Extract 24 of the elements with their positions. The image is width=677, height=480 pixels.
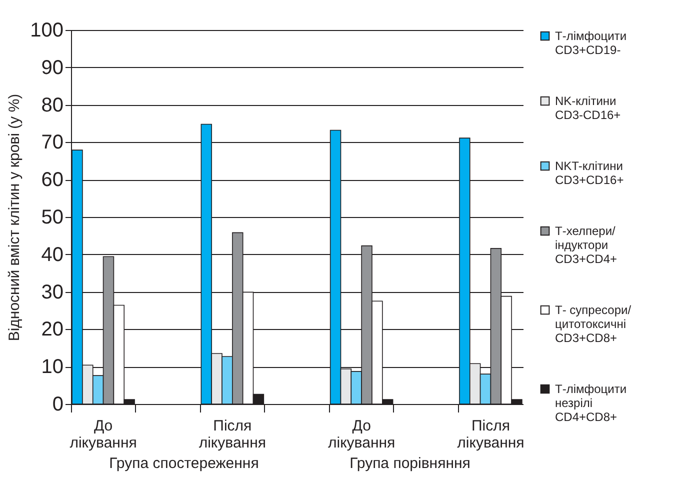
y-tick-label: 30 xyxy=(41,281,64,304)
y-tick-label: 40 xyxy=(41,244,64,266)
text: Група порівняння xyxy=(350,455,470,472)
y-tick-label: 100 xyxy=(30,20,64,42)
y-tick-label: 50 xyxy=(41,206,64,228)
legend-label: Т-лімфоцити CD3+CD19- xyxy=(555,29,627,57)
x-tick-label: До лікування xyxy=(70,418,137,452)
y-tick-label: 90 xyxy=(41,56,64,79)
y-tick-label: 70 xyxy=(41,132,64,154)
y-axis-title: Відносний вміст клітин у крові (у %) xyxy=(6,94,24,342)
y-tick-label: 60 xyxy=(41,169,64,192)
text: Група спостереження xyxy=(109,455,259,472)
y-tick-label: 0 xyxy=(52,394,64,416)
legend-label: Т-хелпери/ індуктори CD3+CD4+ xyxy=(555,224,618,266)
x-tick-label: Після лікування xyxy=(457,418,524,452)
y-tick-label: 10 xyxy=(41,356,64,378)
legend-label: Т-лімфоцити незрілі CD4+CD8+ xyxy=(555,382,627,424)
legend-label: NK-клітини CD3-CD16+ xyxy=(555,94,621,122)
legend-label: NKT-клітини CD3+CD16+ xyxy=(555,159,624,187)
y-tick-label: 20 xyxy=(41,318,64,341)
x-tick-label: До лікування xyxy=(328,418,396,452)
y-tick-label: 80 xyxy=(41,94,64,116)
legend-label: Т- супресори/ цитотоксичні CD3+CD8+ xyxy=(555,303,632,345)
x-tick-label: Після лікування xyxy=(198,418,266,452)
